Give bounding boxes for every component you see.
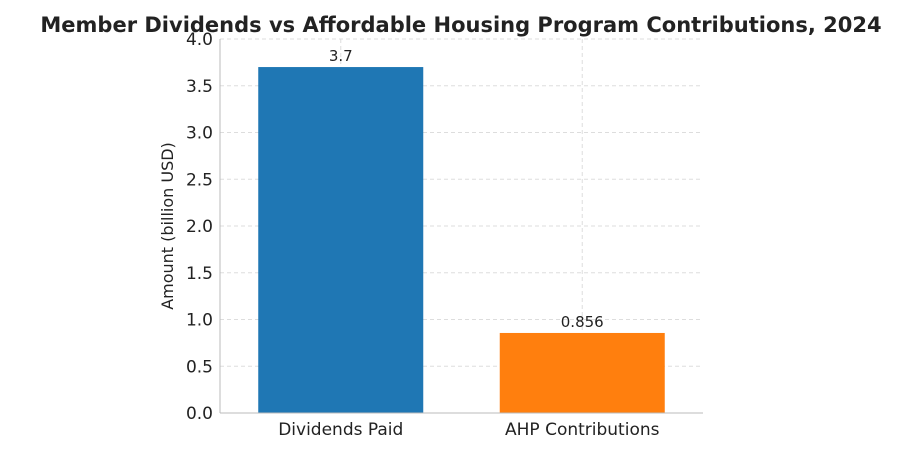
axes — [219, 39, 703, 414]
y-tick-label: 2.5 — [186, 170, 213, 190]
bar-2 — [499, 332, 665, 413]
bar-1 — [258, 67, 424, 414]
labels: 0.0 0.5 1.0 1.5 2.0 2.5 3.0 3.5 4.0 3.7 Dividends … — [186, 30, 660, 440]
bars — [258, 67, 665, 414]
y-tick-label: 1.5 — [186, 264, 213, 284]
x-tick-label: Dividends Paid — [278, 420, 403, 440]
y-tick-label: 2.0 — [186, 217, 213, 237]
y-tick-label: 4.0 — [186, 30, 213, 50]
bar-value-label: 0.856 — [561, 313, 604, 331]
y-axis-label: Amount (billion USD) — [158, 142, 177, 310]
bar-value-label: 3.7 — [329, 47, 353, 65]
y-tick-label: 0.0 — [186, 404, 213, 424]
chart-title: Member Dividends vs Affordable Housing P… — [40, 13, 881, 37]
y-tick-label: 1.0 — [186, 311, 213, 331]
y-tick-label: 3.5 — [186, 77, 213, 97]
x-tick-label: AHP Contributions — [505, 420, 660, 440]
y-tick-label: 3.0 — [186, 124, 213, 144]
y-tick-label: 0.5 — [186, 357, 213, 377]
